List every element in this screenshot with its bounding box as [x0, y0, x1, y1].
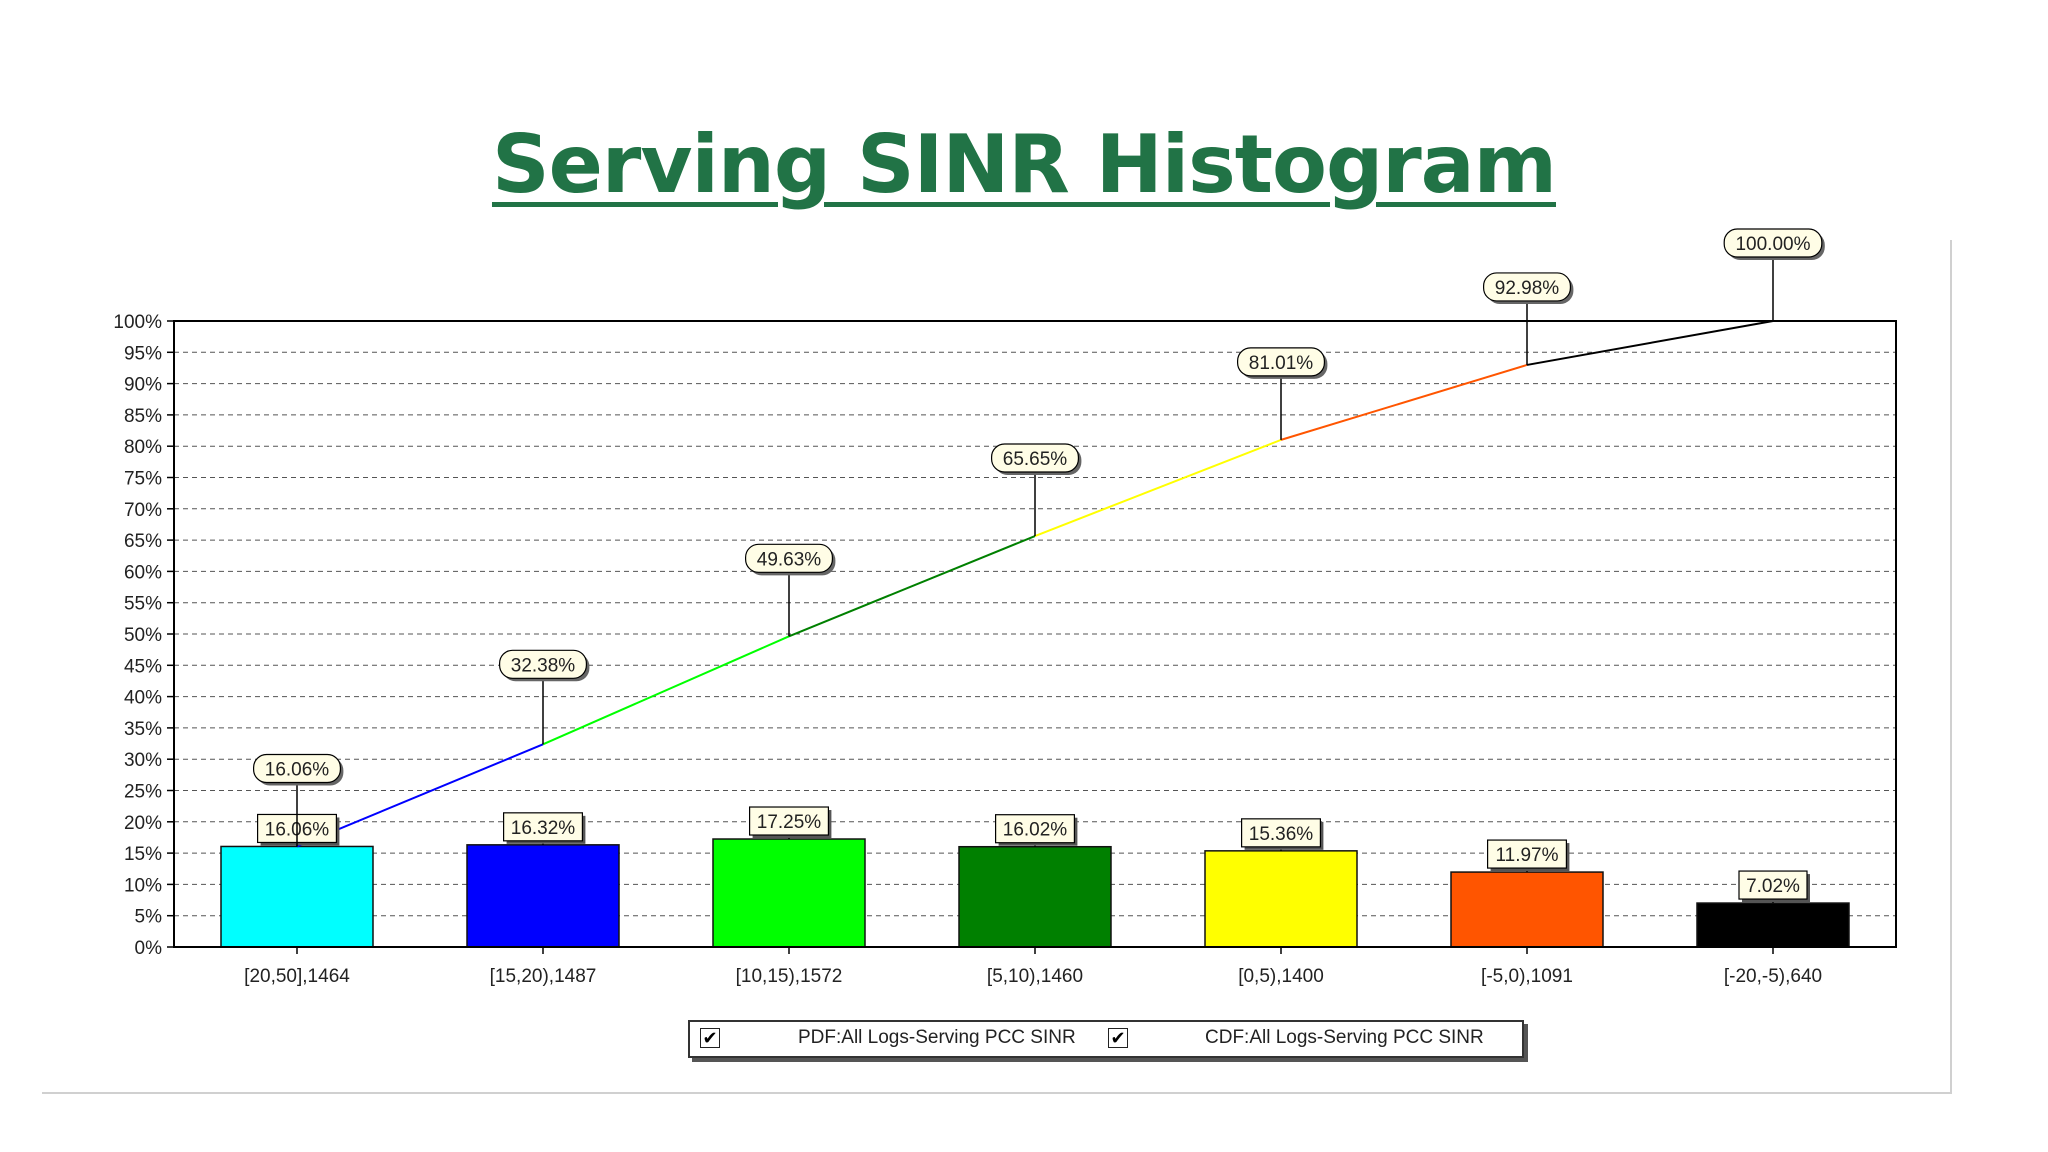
pdf-data-label: 11.97% — [1495, 845, 1558, 866]
pdf-data-label: 7.02% — [1746, 876, 1800, 897]
legend-cdf-checkbox[interactable]: ✔ — [1108, 1028, 1128, 1048]
x-tick-label: [-5,0),1091 — [1481, 966, 1573, 987]
chart-window-right-border — [1950, 240, 1952, 1093]
y-tick-label: 60% — [124, 562, 162, 583]
y-tick-label: 25% — [124, 782, 162, 803]
y-tick-label: 55% — [124, 594, 162, 615]
legend-pdf-checkbox[interactable]: ✔ — [700, 1028, 720, 1048]
pdf-label-box — [1738, 870, 1808, 900]
y-tick-label: 80% — [124, 437, 162, 458]
chart-window-bottom-border — [42, 1092, 1952, 1094]
cdf-data-label: 100.00% — [1735, 234, 1810, 255]
pdf-data-label: 16.32% — [511, 818, 576, 839]
pdf-bar — [712, 838, 866, 948]
pdf-data-label: 17.25% — [757, 812, 822, 833]
y-tick-label: 65% — [124, 531, 162, 552]
y-tick-label: 95% — [124, 343, 162, 364]
cdf-label-box — [1236, 347, 1325, 377]
cdf-data-label: 92.98% — [1495, 278, 1560, 299]
y-tick-label: 90% — [124, 375, 162, 396]
x-tick-label: [0,5),1400 — [1238, 966, 1324, 987]
x-tick-label: [5,10),1460 — [987, 966, 1083, 987]
chart-legend: ✔ PDF:All Logs-Serving PCC SINR ✔ CDF:Al… — [688, 1020, 1524, 1058]
y-tick-label: 30% — [124, 750, 162, 771]
x-tick-label: [15,20),1487 — [490, 966, 597, 987]
plot-border — [173, 320, 1897, 948]
pdf-label-box — [994, 814, 1075, 844]
cdf-label-box — [1723, 228, 1823, 258]
pdf-label-box — [1240, 818, 1321, 848]
cdf-line-segment — [1526, 320, 1774, 366]
cdf-label-box — [744, 543, 833, 573]
y-tick-label: 75% — [124, 469, 162, 490]
y-tick-label: 40% — [124, 688, 162, 709]
cdf-line-segment — [542, 635, 790, 746]
y-tick-label: 100% — [113, 312, 162, 333]
pdf-bar — [1204, 850, 1358, 948]
y-tick-label: 5% — [135, 907, 163, 928]
pdf-bar — [466, 844, 620, 948]
y-tick-label: 50% — [124, 625, 162, 646]
pdf-bar — [220, 845, 374, 948]
y-tick-label: 10% — [124, 875, 162, 896]
x-tick-label: [20,50],1464 — [244, 966, 350, 987]
cdf-line-segment — [1034, 438, 1282, 537]
pdf-bar — [958, 845, 1112, 948]
x-tick-label: [-20,-5),640 — [1724, 966, 1822, 987]
pdf-label-box — [1486, 839, 1567, 869]
y-tick-label: 35% — [124, 719, 162, 740]
x-tick-label: [10,15),1572 — [736, 966, 843, 987]
cdf-label-box — [499, 649, 588, 679]
y-tick-label: 0% — [135, 938, 163, 959]
y-tick-label: 85% — [124, 406, 162, 427]
legend-pdf-label: PDF:All Logs-Serving PCC SINR — [798, 1027, 1076, 1048]
pdf-data-label: 15.36% — [1249, 824, 1314, 845]
slide-title: Serving SINR Histogram — [491, 118, 1557, 211]
cdf-data-label: 32.38% — [511, 655, 576, 676]
y-tick-label: 20% — [124, 813, 162, 834]
pdf-bar — [1696, 902, 1850, 948]
y-tick-label: 45% — [124, 656, 162, 677]
cdf-label-box — [253, 753, 342, 784]
pdf-label-box — [748, 806, 829, 836]
pdf-data-label: 16.02% — [1003, 820, 1068, 841]
pdf-label-box — [503, 812, 584, 842]
legend-cdf-label: CDF:All Logs-Serving PCC SINR — [1205, 1027, 1484, 1048]
cdf-line-segment — [788, 535, 1036, 638]
cdf-data-label: 16.06% — [265, 759, 330, 780]
y-tick-label: 70% — [124, 500, 162, 521]
cdf-label-box — [1482, 272, 1571, 302]
cdf-data-label: 81.01% — [1249, 353, 1314, 374]
cdf-data-label: 65.65% — [1003, 449, 1068, 470]
cdf-label-box — [990, 443, 1079, 473]
cdf-data-label: 49.63% — [757, 549, 822, 570]
cdf-line-segment — [1280, 363, 1528, 441]
pdf-bar — [1450, 871, 1604, 948]
y-tick-label: 15% — [124, 844, 162, 865]
